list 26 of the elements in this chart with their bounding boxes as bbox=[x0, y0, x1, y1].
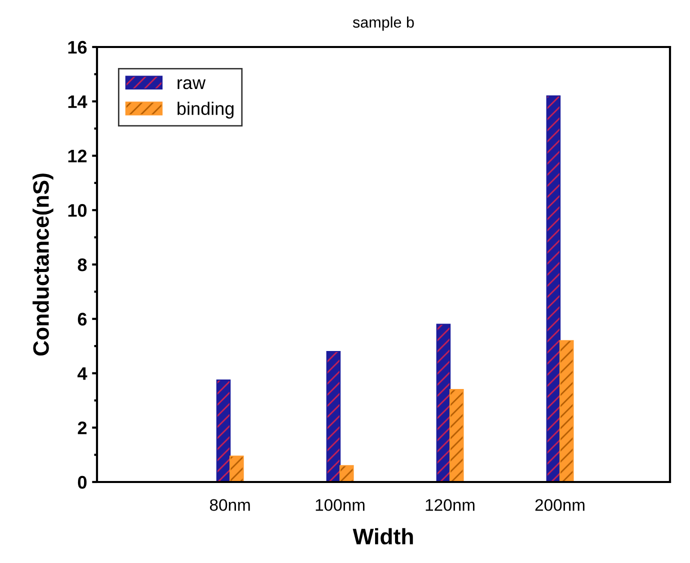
y-tick-label: 14 bbox=[68, 95, 88, 108]
bar bbox=[559, 340, 574, 482]
bar bbox=[230, 456, 244, 482]
bar bbox=[340, 465, 354, 482]
bar bbox=[449, 389, 464, 482]
y-tick-label: 8 bbox=[78, 258, 87, 272]
x-axis-title: Width bbox=[352, 528, 413, 544]
bar bbox=[216, 379, 231, 482]
legend-label: binding bbox=[178, 102, 234, 119]
y-tick-label: 6 bbox=[78, 312, 87, 326]
chart-title: sample b bbox=[352, 16, 414, 31]
x-tick-label: 100nm bbox=[316, 499, 364, 511]
bar bbox=[436, 324, 451, 482]
x-tick-label: 120nm bbox=[426, 499, 474, 511]
y-tick-label: 4 bbox=[78, 367, 88, 380]
y-axis-title: Conductance(nS) bbox=[32, 174, 54, 356]
y-tick-label: 16 bbox=[68, 40, 87, 54]
legend-label: raw bbox=[178, 79, 206, 90]
y-tick-label: 12 bbox=[68, 150, 87, 162]
x-tick-label: 80nm bbox=[210, 499, 250, 511]
y-tick-label: 10 bbox=[68, 204, 87, 217]
y-tick-label: 0 bbox=[78, 476, 87, 489]
bar bbox=[546, 95, 561, 482]
x-tick-label: 200nm bbox=[535, 499, 584, 511]
bar bbox=[326, 350, 341, 482]
y-tick-label: 2 bbox=[78, 422, 87, 434]
